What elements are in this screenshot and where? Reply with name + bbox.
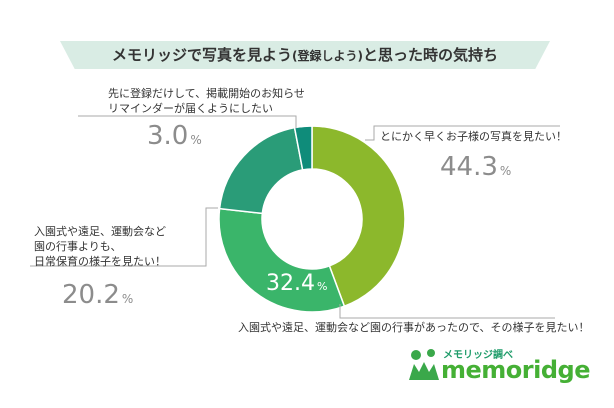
chart-title: メモリッジで写真を見よう(登録しよう)と思った時の気持ち <box>60 41 550 69</box>
slice-label-s3-line-1: 入園式や遠足、運動会など <box>34 225 166 238</box>
slice-value-s3-number: 20.2 <box>62 280 120 310</box>
slice-label-s3-line-3: 日常保育の様子を見たい！ <box>34 255 166 268</box>
donut-slice-s1 <box>311 125 406 308</box>
leader-line-s2 <box>339 304 555 319</box>
logo-main-text: memoridge <box>441 356 590 384</box>
leader-lines <box>30 115 560 319</box>
chart-title-suffix: と思った時の気持ち <box>362 46 498 64</box>
leader-line-s1 <box>365 125 560 141</box>
slice-label-s4-line-1: 先に登録だけして、掲載開始のお知らせ <box>108 87 305 100</box>
logo-mark-icon <box>409 349 439 380</box>
memoridge-logo: メモリッジ調べ memoridge <box>407 346 590 384</box>
slice-value-s1-unit: % <box>499 164 512 178</box>
donut-slice-s2 <box>218 207 346 313</box>
logo-sub-text: メモリッジ調べ <box>443 350 513 361</box>
slice-value-s2: 32.4% <box>266 271 327 300</box>
slice-value-s4-unit: % <box>190 133 202 147</box>
donut-slices <box>218 125 406 313</box>
chart-title-paren: (登録しよう) <box>292 49 363 63</box>
slice-value-s4-number: 3.0 <box>147 121 189 151</box>
slice-label-s4-line-2: リマインダーが届くようにしたい <box>108 102 273 115</box>
donut-slice-s4 <box>293 125 313 171</box>
slice-value-s2-unit: % <box>316 280 328 293</box>
slice-label-s2: 入園式や遠足、運動会など園の行事があったので、その様子を見たい！ <box>238 321 590 334</box>
slice-label-s1: とにかく早くお子様の写真を見たい！ <box>380 130 567 143</box>
slice-value-s1-number: 44.3 <box>440 152 498 182</box>
leader-line-s3 <box>30 207 218 267</box>
donut-slice-s3 <box>218 126 304 215</box>
leader-line-s4 <box>78 115 297 128</box>
title-band <box>60 41 550 69</box>
slice-value-s3-unit: % <box>121 292 134 306</box>
slice-value-s1: 44.3% <box>440 152 511 186</box>
chart-title-main: メモリッジで写真を見よう <box>111 46 292 64</box>
slice-label-s3-line-2: 園の行事よりも、 <box>34 240 122 253</box>
slice-value-s2-number: 32.4 <box>266 271 315 296</box>
slice-value-s3: 20.2% <box>62 280 133 314</box>
slice-value-s4: 3.0% <box>147 121 202 155</box>
